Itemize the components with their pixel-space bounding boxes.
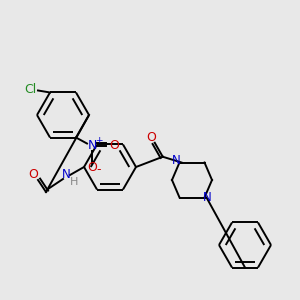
Text: N: N (87, 139, 97, 152)
Text: -: - (97, 163, 101, 176)
Text: O: O (28, 169, 38, 182)
Text: H: H (70, 177, 78, 187)
Text: +: + (95, 136, 103, 145)
Text: O: O (87, 161, 97, 174)
Text: O: O (146, 131, 156, 144)
Text: O: O (109, 139, 119, 152)
Text: N: N (61, 167, 70, 181)
Text: N: N (203, 191, 212, 204)
Text: Cl: Cl (24, 83, 36, 96)
Text: N: N (172, 154, 181, 167)
